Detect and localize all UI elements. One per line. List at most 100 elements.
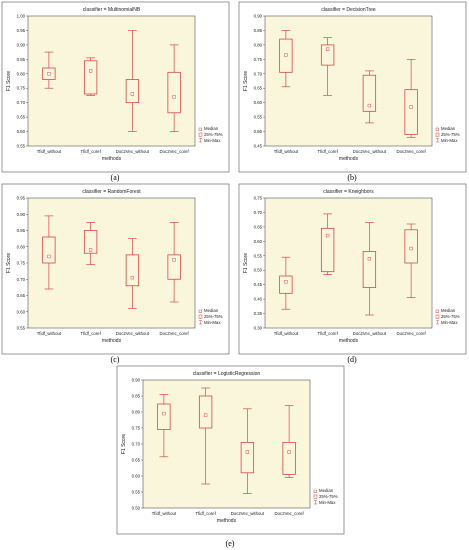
legend-iqr-symbol — [198, 132, 203, 137]
legend-median-label: Median — [441, 308, 456, 313]
box-Doc2Vec_coref — [404, 223, 418, 299]
chart-title: classifier = MultinomialNB — [83, 7, 141, 13]
median-marker — [162, 411, 166, 416]
chart-title: classifier = LogisticRegression — [193, 371, 261, 377]
legend-median-label: Median — [441, 126, 456, 131]
legend-median-label: Median — [204, 308, 219, 313]
iqr-box — [320, 227, 335, 273]
y-tick-label: 0.60 — [254, 100, 263, 105]
median-marker — [367, 257, 372, 261]
plot-area — [27, 197, 196, 329]
x-tick-label: Tfidf_coref — [317, 331, 338, 336]
chart-title: classifier = RandomForest — [82, 189, 141, 195]
iqr-box — [240, 441, 255, 474]
y-tick-label: 0.75 — [132, 426, 141, 431]
iqr-box — [125, 254, 140, 287]
chart-panel-1: classifier = MultinomialNB 0.55 0.60 0.65 0.… — [1, 1, 230, 173]
legend-iqr-label: 25%-75% — [204, 132, 223, 137]
y-tick-label: 0.85 — [254, 28, 263, 33]
plot-area — [142, 379, 311, 509]
legend-minmax-label: Min-Max — [319, 500, 336, 505]
y-tick-label: 0.85 — [132, 394, 141, 399]
box-Tfidf_coref — [320, 37, 335, 96]
box-Tfidf_without — [279, 256, 293, 310]
x-tick-label: Tfidf_coref — [317, 149, 338, 154]
y-tick-label: 0.65 — [254, 86, 263, 91]
y-tick-label: 0.85 — [17, 228, 26, 233]
y-tick-label: 0.90 — [132, 378, 141, 383]
median-marker — [284, 280, 288, 284]
box-Doc2Vec_without — [125, 30, 140, 132]
x-tick-label: Tfidf_coref — [80, 149, 101, 154]
chart-panel-5: classifier = LogisticRegression 0.50 0.55 0… — [116, 365, 345, 535]
x-tick-label: Tfidf_without — [37, 149, 62, 154]
panel-caption: (a) — [111, 173, 120, 182]
median-marker — [172, 258, 176, 262]
plot-area — [264, 197, 433, 329]
iqr-box — [83, 230, 98, 254]
y-tick-label: 0.55 — [17, 326, 26, 331]
legend-minmax-label: Min-Max — [204, 138, 221, 143]
iqr-box — [125, 79, 140, 104]
y-tick-label: 0.60 — [17, 129, 26, 134]
median-marker — [88, 69, 93, 73]
legend-iqr-label: 25%-75% — [319, 494, 338, 499]
y-tick-label: 1.00 — [17, 14, 26, 19]
legend-median-symbol — [435, 309, 439, 313]
legend-minmax-label: Min-Max — [204, 320, 221, 325]
median-marker — [325, 233, 330, 238]
plot-area — [27, 15, 196, 147]
y-tick-label: 0.50 — [132, 506, 141, 511]
chart-title: classifier = Kneighbors — [323, 189, 374, 195]
y-tick-label: 0.50 — [254, 129, 263, 134]
chart-title: classifier = DecisionTree — [321, 7, 376, 13]
median-marker — [284, 53, 288, 57]
y-tick-label: 0.95 — [17, 28, 26, 33]
median-marker — [325, 47, 330, 51]
y-tick-label: 0.75 — [254, 196, 263, 201]
legend-iqr-label: 25%-75% — [441, 132, 460, 137]
iqr-box — [42, 236, 56, 264]
box-Doc2Vec_coref — [404, 58, 418, 138]
y-axis-label: F1 Score — [243, 253, 249, 274]
box-Tfidf_without — [157, 394, 171, 458]
box-Doc2Vec_coref — [167, 44, 181, 132]
y-axis-label: F1 Score — [243, 71, 249, 92]
box-Doc2Vec_without — [362, 222, 377, 316]
box-Tfidf_coref — [320, 213, 335, 275]
y-tick-label: 0.75 — [17, 86, 26, 91]
iqr-box — [167, 71, 181, 114]
legend-iqr-symbol — [435, 132, 440, 137]
iqr-box — [279, 275, 293, 294]
y-tick-label: 0.55 — [254, 253, 263, 258]
box-Tfidf_without — [279, 30, 293, 88]
median-marker — [245, 450, 250, 454]
legend-median-symbol — [198, 127, 202, 131]
x-tick-label: Doc2Vec_without — [116, 149, 150, 154]
x-tick-label: Doc2Vec_coref — [397, 149, 427, 154]
legend-median-symbol — [435, 127, 439, 131]
y-tick-label: 0.30 — [254, 326, 263, 331]
y-tick-label: 0.35 — [254, 311, 263, 316]
iqr-box — [282, 441, 296, 475]
y-tick-label: 0.70 — [132, 442, 141, 447]
x-tick-label: Tfidf_without — [274, 149, 299, 154]
box-Doc2Vec_without — [125, 238, 140, 309]
panel-caption: (e) — [226, 539, 235, 548]
chart-panel-2: classifier = DecisionTree 0.45 0.50 0.55 0.6… — [238, 1, 467, 173]
median-marker — [130, 275, 135, 280]
y-tick-label: 0.70 — [254, 71, 263, 76]
y-tick-label: 0.70 — [254, 210, 263, 215]
iqr-box — [167, 254, 181, 280]
median-marker — [367, 103, 372, 108]
iqr-box — [83, 60, 98, 95]
y-tick-label: 0.65 — [132, 458, 141, 463]
y-tick-label: 0.40 — [254, 297, 263, 302]
iqr-box — [404, 229, 418, 264]
x-tick-label: Tfidf_coref — [80, 331, 101, 336]
x-axis-label: methods — [102, 156, 122, 162]
legend-iqr-symbol — [198, 314, 203, 319]
y-tick-label: 0.90 — [254, 14, 263, 19]
y-tick-label: 0.80 — [17, 71, 26, 76]
